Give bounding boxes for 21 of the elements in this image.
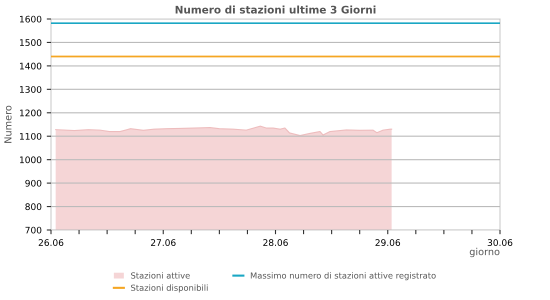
y-tick-label: 1100 — [20, 132, 42, 140]
legend-label: Massimo numero di stazioni attive registrato — [250, 272, 436, 280]
legend-label: Stazioni attive — [131, 272, 190, 279]
x-tick-label: 27.06 — [150, 239, 176, 246]
y-axis-title: Numero — [4, 106, 12, 143]
y-tick-label: 1000 — [20, 156, 42, 164]
x-axis-title: giorno — [470, 248, 500, 258]
legend-label: Stazioni disponibili — [131, 284, 208, 292]
x-tick-label: 28.06 — [263, 239, 288, 246]
x-tick-label: 26.06 — [38, 239, 64, 246]
x-tick-label: 29.06 — [375, 239, 400, 246]
x-tick-label: 30.06 — [488, 239, 512, 246]
y-tick-label: 1200 — [20, 110, 42, 116]
y-tick-label: 700 — [25, 226, 42, 234]
y-tick-label: 1500 — [20, 39, 42, 46]
y-tick-label: 1400 — [20, 62, 42, 70]
y-tick-label: 800 — [25, 203, 42, 210]
chart-title: Numero di stazioni ultime 3 Giorni — [176, 6, 376, 14]
y-tick-label: 1300 — [20, 86, 42, 93]
y-tick-label: 900 — [25, 180, 42, 187]
y-tick-label: 1600 — [20, 16, 42, 23]
